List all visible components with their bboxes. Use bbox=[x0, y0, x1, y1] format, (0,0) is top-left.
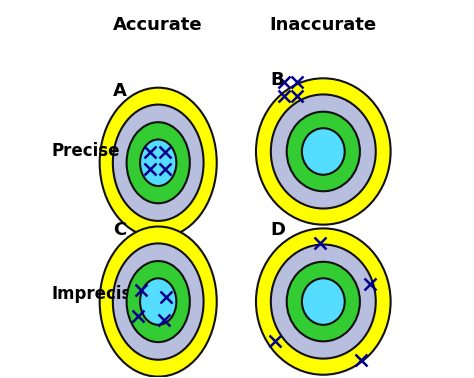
Ellipse shape bbox=[256, 78, 391, 225]
Text: Precise: Precise bbox=[51, 143, 120, 161]
Text: Imprecise: Imprecise bbox=[51, 285, 143, 303]
Text: Accurate: Accurate bbox=[113, 16, 203, 34]
Ellipse shape bbox=[100, 226, 217, 376]
Text: Inaccurate: Inaccurate bbox=[270, 16, 377, 34]
Ellipse shape bbox=[302, 128, 345, 175]
Ellipse shape bbox=[100, 88, 217, 238]
Ellipse shape bbox=[302, 278, 345, 325]
Ellipse shape bbox=[256, 228, 391, 375]
Ellipse shape bbox=[127, 122, 190, 203]
Text: B: B bbox=[271, 71, 284, 89]
Ellipse shape bbox=[113, 105, 203, 221]
Text: C: C bbox=[113, 221, 127, 239]
Ellipse shape bbox=[287, 112, 360, 191]
Ellipse shape bbox=[140, 139, 176, 186]
Ellipse shape bbox=[271, 94, 376, 209]
Ellipse shape bbox=[140, 278, 176, 325]
Ellipse shape bbox=[287, 262, 360, 341]
Text: D: D bbox=[271, 221, 286, 239]
Ellipse shape bbox=[113, 243, 203, 360]
Text: A: A bbox=[113, 82, 127, 101]
Ellipse shape bbox=[127, 261, 190, 342]
Ellipse shape bbox=[271, 245, 376, 359]
